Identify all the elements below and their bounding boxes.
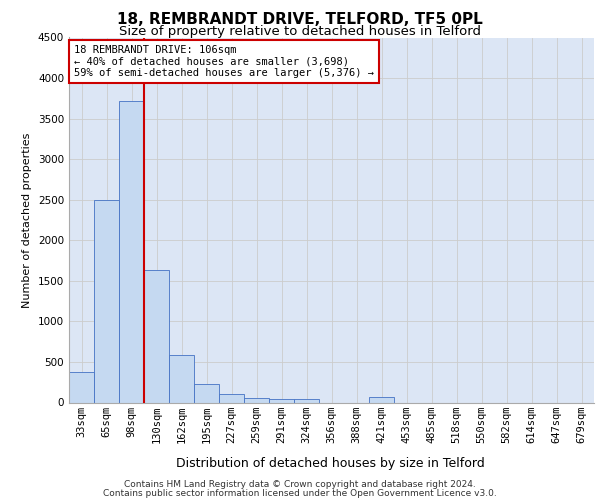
Bar: [244, 398, 269, 402]
Text: Size of property relative to detached houses in Telford: Size of property relative to detached ho…: [119, 25, 481, 38]
Text: Contains HM Land Registry data © Crown copyright and database right 2024.: Contains HM Land Registry data © Crown c…: [124, 480, 476, 489]
Bar: [69, 372, 94, 402]
Text: 18 REMBRANDT DRIVE: 106sqm
← 40% of detached houses are smaller (3,698)
59% of s: 18 REMBRANDT DRIVE: 106sqm ← 40% of deta…: [74, 45, 374, 78]
Bar: [119, 101, 144, 402]
Bar: [169, 354, 194, 403]
Bar: [219, 394, 244, 402]
Text: 18, REMBRANDT DRIVE, TELFORD, TF5 0PL: 18, REMBRANDT DRIVE, TELFORD, TF5 0PL: [117, 12, 483, 28]
Bar: [194, 384, 219, 402]
Bar: [269, 400, 294, 402]
Text: Distribution of detached houses by size in Telford: Distribution of detached houses by size …: [176, 458, 484, 470]
Y-axis label: Number of detached properties: Number of detached properties: [22, 132, 32, 308]
Bar: [144, 270, 169, 402]
Bar: [369, 397, 394, 402]
Text: Contains public sector information licensed under the Open Government Licence v3: Contains public sector information licen…: [103, 489, 497, 498]
Bar: [94, 200, 119, 402]
Bar: [294, 400, 319, 402]
